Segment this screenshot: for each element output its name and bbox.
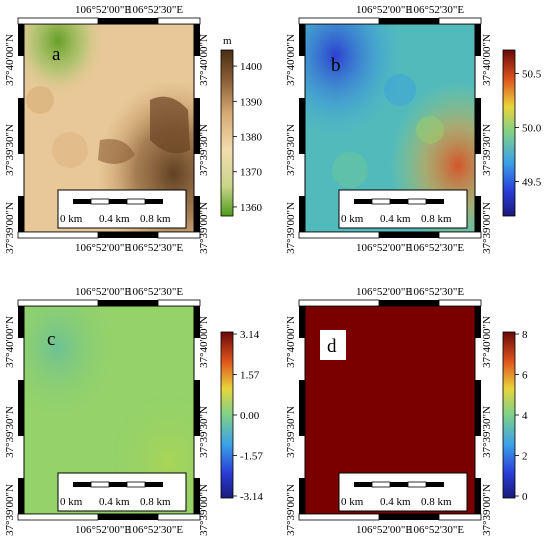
panel-b-label: b <box>331 55 341 76</box>
scale-label-0: 0 km <box>341 496 364 508</box>
panel-c-scale-bar: 0 km 0.4 km 0.8 km <box>57 472 187 512</box>
panel-c-colorbar: 3.14 1.57 0.00 -1.57 -3.14 <box>220 329 263 503</box>
panel-b-lat-1: 37°39'30"N <box>285 124 297 176</box>
panel-a-lat-0: 37°40'00"N <box>4 34 16 86</box>
scale-label-0: 0 km <box>60 213 83 225</box>
colorbar-tick-label: 0 <box>522 491 528 503</box>
panel-a-scale-bar: 0 km 0.4 km 0.8 km <box>57 189 187 229</box>
panel-d-lon-top-1: 106°52'30"E <box>408 286 464 298</box>
panel-b-lat-2: 37°39'00"N <box>285 202 297 254</box>
colorbar-tick-label: 6 <box>522 370 528 382</box>
panel-a-lon-top-0: 106°52'00"E <box>75 4 131 16</box>
panel-a-lat-2: 37°39'00"N <box>4 202 16 254</box>
panel-c-lat-0: 37°40'00"N <box>4 316 16 368</box>
panel-a-lat-right-2: 37°39'00"N <box>198 202 210 254</box>
colorbar-tick-label: -1.57 <box>240 451 263 463</box>
colorbar-tick-label: 1.57 <box>240 370 260 382</box>
colorbar-tick-label: 4 <box>522 410 528 422</box>
panel-b: b 0 km 0.4 km 0.8 km 106°52'00"E <box>285 4 542 254</box>
panel-d-frame <box>298 299 482 521</box>
panel-a-label: a <box>52 44 61 65</box>
colorbar-tick-label: 8 <box>522 329 528 341</box>
panel-d-lon-bottom-1: 106°52'30"E <box>408 524 464 536</box>
panel-a-lon-bottom-1: 106°52'30"E <box>127 242 183 254</box>
panel-b-lon-top-1: 106°52'30"E <box>408 4 464 16</box>
panel-c-lat-1: 37°39'30"N <box>4 406 16 458</box>
colorbar-tick-label: 1360 <box>240 202 263 214</box>
panel-b-lon-bottom-1: 106°52'30"E <box>408 242 464 254</box>
panel-b-lat-0: 37°40'00"N <box>285 34 297 86</box>
colorbar-tick-label: 50.5 <box>522 69 542 81</box>
panel-a-colorbar: m 1400 1390 1380 1370 1360 <box>220 35 263 217</box>
scale-label-2: 0.8 km <box>140 496 171 508</box>
panel-b-lat-right-2: 37°39'00"N <box>481 202 493 254</box>
colorbar-tick-label: 49.5 <box>522 177 542 189</box>
panel-d-lon-top-0: 106°52'00"E <box>356 286 412 298</box>
panel-d-label: d <box>327 336 337 357</box>
panel-a-frame <box>17 17 201 239</box>
colorbar-tick-label: 50.0 <box>522 123 542 135</box>
panel-c-lat-2: 37°39'00"N <box>4 484 16 536</box>
panel-a-lon-top-1: 106°52'30"E <box>127 4 183 16</box>
colorbar-tick-label: 1380 <box>240 132 263 144</box>
panel-a-lat-1: 37°39'30"N <box>4 124 16 176</box>
scale-label-2: 0.8 km <box>140 213 171 225</box>
panel-d-lat-right-1: 37°39'30"N <box>481 406 493 458</box>
colorbar-tick-label: 0.00 <box>240 410 260 422</box>
panel-b-frame <box>298 17 482 239</box>
panel-a-lon-bottom-0: 106°52'00"E <box>75 242 131 254</box>
panel-b-scale-bar: 0 km 0.4 km 0.8 km <box>338 189 468 229</box>
scale-label-2: 0.8 km <box>421 213 452 225</box>
panel-d-lon-bottom-0: 106°52'00"E <box>356 524 412 536</box>
panel-c: c 0 km 0.4 km 0.8 km 106°52'00"E <box>4 286 263 536</box>
panel-d-colorbar: 8 6 4 2 0 <box>502 329 528 503</box>
panel-c-lon-top-1: 106°52'30"E <box>127 286 183 298</box>
panel-a: a 0 km 0.4 km 0.8 km 106°52 <box>4 4 263 254</box>
panel-c-label: c <box>47 329 55 350</box>
panel-d-scale-bar: 0 km 0.4 km 0.8 km <box>338 472 468 512</box>
panel-c-lon-top-0: 106°52'00"E <box>75 286 131 298</box>
panel-a-colorbar-unit: m <box>223 35 232 47</box>
scale-label-0: 0 km <box>60 496 83 508</box>
colorbar-tick-label: 1370 <box>240 167 263 179</box>
panel-b-lat-right-1: 37°39'30"N <box>481 124 493 176</box>
panel-c-frame <box>17 299 201 521</box>
colorbar-tick-label: 1400 <box>240 61 263 73</box>
panel-b-lat-right-0: 37°40'00"N <box>481 34 493 86</box>
scale-label-1: 0.4 km <box>380 213 411 225</box>
panel-d-lat-0: 37°40'00"N <box>285 316 297 368</box>
scale-label-1: 0.4 km <box>99 213 130 225</box>
panel-d: d 0 km 0.4 km 0.8 km 106°52'00"E <box>285 286 528 536</box>
panel-b-lon-top-0: 106°52'00"E <box>356 4 412 16</box>
panel-c-lon-bottom-1: 106°52'30"E <box>127 524 183 536</box>
scale-label-1: 0.4 km <box>380 496 411 508</box>
panel-d-lat-1: 37°39'30"N <box>285 406 297 458</box>
colorbar-tick-label: 2 <box>522 451 528 463</box>
colorbar-tick-label: -3.14 <box>240 491 263 503</box>
panel-d-lat-right-0: 37°40'00"N <box>481 316 493 368</box>
scale-label-0: 0 km <box>341 213 364 225</box>
panel-c-lat-right-2: 37°39'00"N <box>198 484 210 536</box>
panel-b-colorbar: 50.5 50.0 49.5 <box>502 49 542 217</box>
panel-a-lat-right-1: 37°39'30"N <box>198 124 210 176</box>
scale-label-1: 0.4 km <box>99 496 130 508</box>
panel-b-lon-bottom-0: 106°52'00"E <box>356 242 412 254</box>
panel-d-lat-right-2: 37°39'00"N <box>481 484 493 536</box>
panel-c-lat-right-0: 37°40'00"N <box>198 316 210 368</box>
panel-c-lon-bottom-0: 106°52'00"E <box>75 524 131 536</box>
panel-a-lat-right-0: 37°40'00"N <box>198 34 210 86</box>
colorbar-tick-label: 3.14 <box>240 329 260 341</box>
panel-d-lat-2: 37°39'00"N <box>285 484 297 536</box>
panel-c-lat-right-1: 37°39'30"N <box>198 406 210 458</box>
colorbar-tick-label: 1390 <box>240 96 263 108</box>
scale-label-2: 0.8 km <box>421 496 452 508</box>
